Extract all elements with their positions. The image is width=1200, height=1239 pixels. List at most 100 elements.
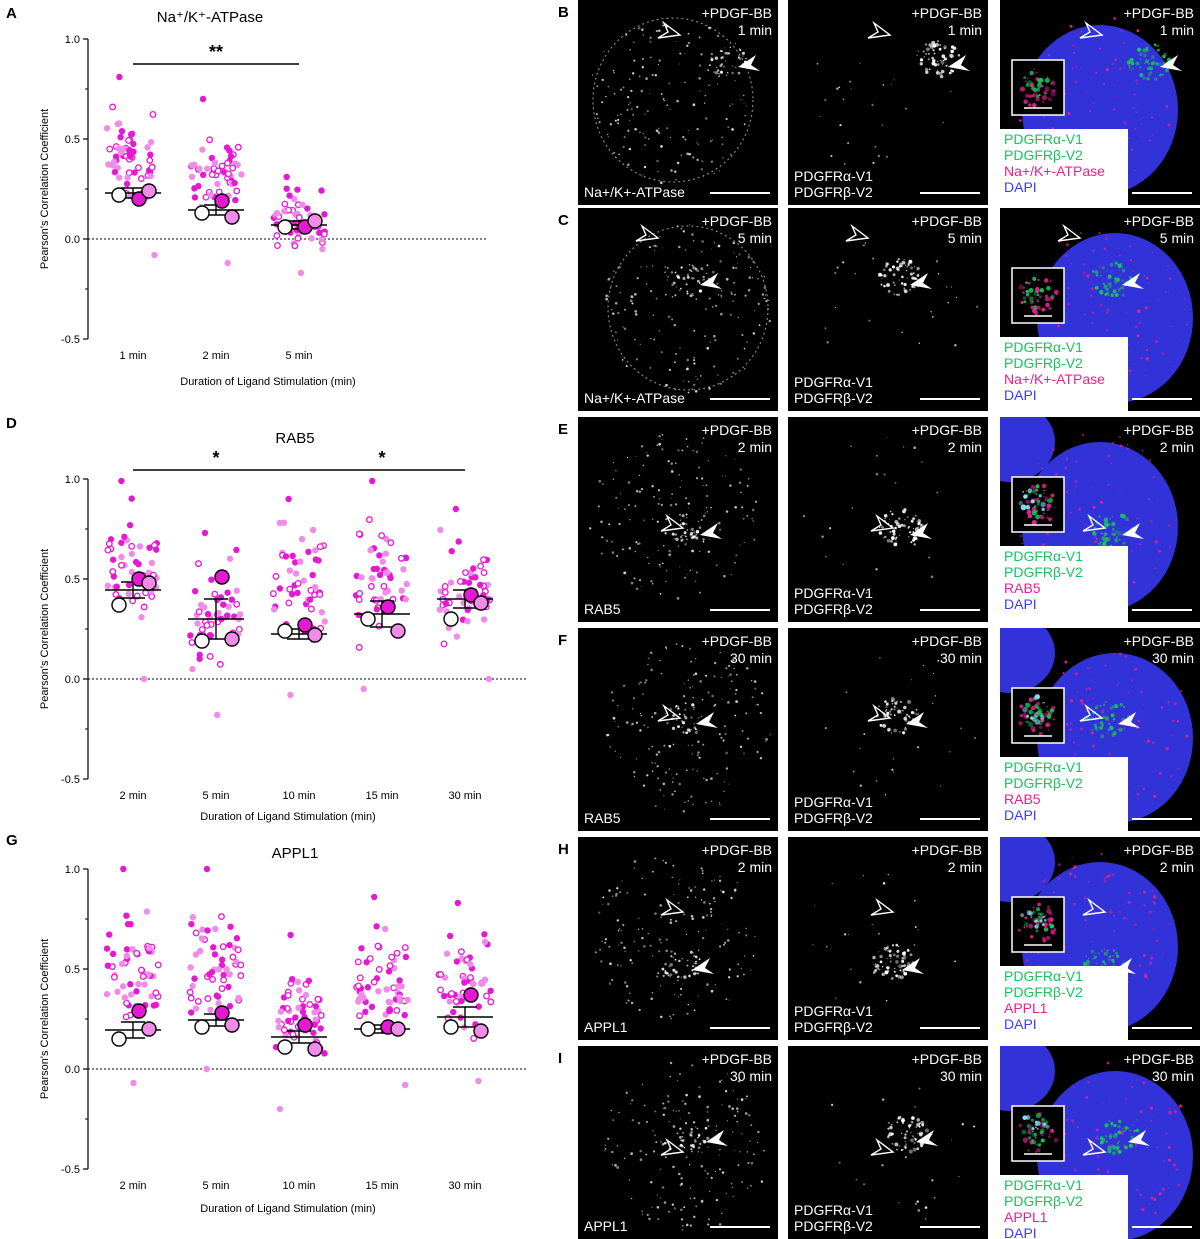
- inset-speck: [1025, 490, 1028, 492]
- marker-speck: [630, 89, 633, 93]
- marker-speck: [692, 266, 696, 270]
- inset-speck: [1032, 103, 1037, 108]
- receptor-speck: [1107, 722, 1111, 725]
- marker-speck: [694, 731, 698, 734]
- marker-speck: [676, 1080, 679, 1082]
- marker-speck: [1126, 512, 1128, 514]
- marker-speck: [1134, 667, 1138, 671]
- marker-speck: [1044, 878, 1047, 880]
- marker-speck: [672, 1109, 675, 1112]
- marker-speck: [738, 931, 740, 934]
- data-point: [233, 600, 241, 608]
- data-point: [233, 546, 240, 554]
- marker-speck: [1145, 374, 1147, 376]
- receptor-speck: [916, 274, 920, 277]
- marker-speck: [710, 915, 713, 917]
- marker-speck: [637, 928, 640, 931]
- receptor-speck: [893, 970, 896, 973]
- receptor-speck: [893, 714, 896, 717]
- receptor-speck: [1116, 953, 1118, 955]
- marker-speck: [1146, 1146, 1148, 1149]
- marker-speck: [1108, 873, 1112, 877]
- marker-speck: [701, 442, 704, 444]
- data-point: [358, 945, 365, 952]
- receptor-speck: [1111, 705, 1115, 709]
- marker-speck: [702, 514, 706, 518]
- marker-speck: [649, 651, 653, 654]
- marker-speck: [699, 680, 702, 683]
- data-point: [123, 180, 131, 188]
- micrograph-background: [578, 417, 778, 622]
- marker-speck: [702, 777, 705, 780]
- marker-speck: [1144, 973, 1148, 977]
- data-point: [382, 550, 390, 557]
- marker-speck: [706, 272, 708, 274]
- marker-speck: [694, 389, 698, 393]
- receptor-speck: [937, 659, 940, 662]
- data-point: [126, 146, 133, 154]
- marker-speck: [692, 294, 694, 297]
- marker-speck: [746, 1095, 748, 1098]
- marker-speck: [634, 550, 636, 553]
- marker-speck: [702, 1132, 704, 1134]
- marker-speck: [640, 487, 644, 491]
- marker-speck: [742, 517, 745, 520]
- marker-speck: [661, 967, 665, 971]
- receptor-speck: [928, 68, 931, 71]
- data-point: [295, 214, 303, 222]
- marker-speck: [681, 720, 683, 722]
- micrograph-background: [788, 837, 988, 1040]
- y-tick-label: -0.5: [61, 1164, 80, 1176]
- marker-speck: [601, 78, 604, 82]
- replicate-mean-point: [141, 1021, 157, 1037]
- marker-speck: [743, 123, 746, 126]
- inset-speck: [1034, 909, 1036, 911]
- receptor-speck: [1114, 262, 1117, 265]
- data-point: [396, 977, 403, 984]
- data-point: [117, 133, 124, 141]
- marker-speck: [640, 89, 644, 93]
- receptor-speck: [878, 968, 881, 971]
- marker-speck: [668, 965, 671, 968]
- data-point: [369, 477, 376, 485]
- time-label: 30 min: [730, 1068, 772, 1084]
- receptor-speck: [1128, 1143, 1133, 1148]
- inset-speck: [1041, 95, 1047, 101]
- replicate-mean-point: [224, 1017, 240, 1033]
- inset-speck: [1036, 499, 1041, 504]
- marker-speck: [653, 338, 656, 341]
- receptor-speck: [1099, 541, 1102, 544]
- inset-speck: [1036, 82, 1043, 89]
- inset-speck: [1018, 284, 1024, 290]
- inset-speck: [1020, 300, 1024, 305]
- data-point: [289, 975, 296, 983]
- marker-speck: [704, 335, 706, 337]
- receptor-speck: [917, 746, 920, 749]
- marker-speck: [697, 143, 700, 145]
- y-tick-label: 0.0: [65, 234, 80, 246]
- marker-speck: [667, 460, 670, 463]
- marker-speck: [1120, 1131, 1124, 1135]
- marker-speck: [698, 756, 701, 759]
- marker-speck: [622, 86, 625, 89]
- data-point: [276, 1105, 284, 1113]
- marker-speck: [613, 72, 615, 74]
- data-point: [130, 140, 137, 148]
- marker-speck: [692, 239, 695, 242]
- receptor-speck: [891, 700, 894, 703]
- marker-speck: [620, 965, 622, 967]
- marker-speck: [664, 266, 667, 268]
- receptor-speck: [881, 525, 884, 529]
- receptor-speck: [921, 461, 923, 463]
- marker-speck: [1089, 294, 1093, 297]
- marker-speck: [619, 291, 622, 294]
- inset-speck: [1044, 92, 1046, 94]
- data-point: [457, 948, 465, 956]
- filled-arrowhead-icon: [916, 1130, 938, 1146]
- receptor-speck: [1102, 960, 1106, 964]
- marker-speck: [689, 1144, 693, 1147]
- marker-speck: [685, 769, 688, 772]
- receptor-speck: [890, 83, 892, 85]
